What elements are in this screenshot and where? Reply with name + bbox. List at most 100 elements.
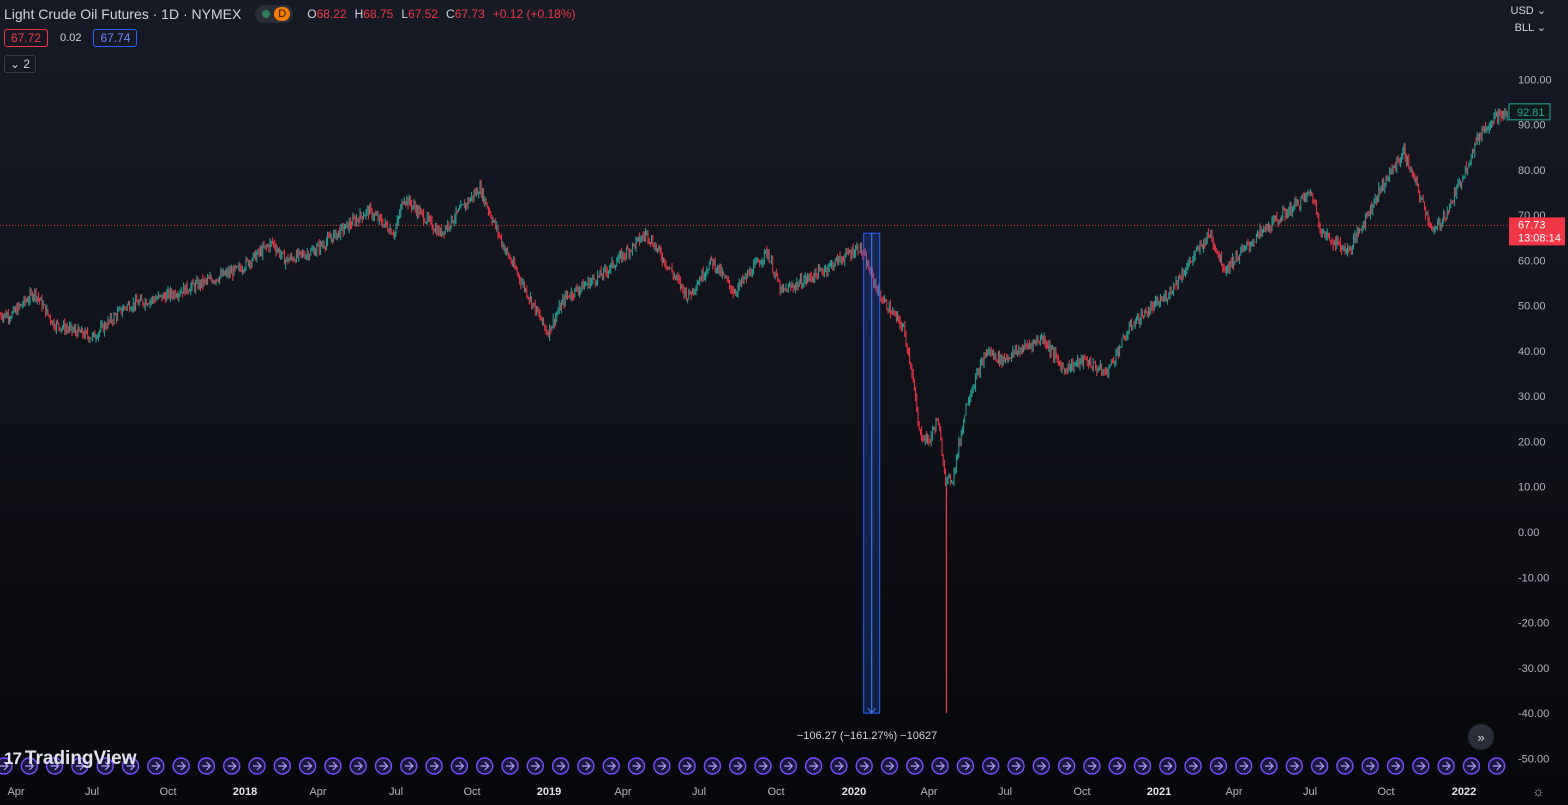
x-tick-label: Oct xyxy=(767,786,784,798)
forward-arrow-icon xyxy=(809,761,819,771)
event-marker[interactable] xyxy=(931,757,949,775)
y-tick-label: -30.00 xyxy=(1518,663,1549,675)
symbol-title[interactable]: Light Crude Oil Futures · 1D · NYMEX xyxy=(4,6,242,22)
indicators-collapse-button[interactable]: ⌄ 2 xyxy=(4,55,37,73)
event-marker[interactable] xyxy=(1361,757,1379,775)
currency-selector[interactable]: USD ⌄ xyxy=(1510,5,1547,17)
event-marker[interactable] xyxy=(1310,757,1329,775)
event-marker[interactable] xyxy=(551,757,570,775)
event-marker[interactable] xyxy=(1108,757,1126,775)
event-marker[interactable] xyxy=(1234,757,1253,775)
event-marker[interactable] xyxy=(729,757,747,775)
event-marker[interactable] xyxy=(400,757,418,775)
forward-arrow-icon xyxy=(328,761,338,771)
event-marker[interactable] xyxy=(1412,757,1430,775)
x-tick-label: Jul xyxy=(389,786,403,798)
event-marker[interactable] xyxy=(273,757,291,775)
event-marker[interactable] xyxy=(653,757,671,775)
forward-arrow-icon xyxy=(1416,761,1426,771)
chart-settings-button[interactable]: ☼ xyxy=(1532,783,1545,799)
x-tick-label: Oct xyxy=(1377,786,1394,798)
event-marker[interactable] xyxy=(1209,757,1228,775)
event-marker[interactable] xyxy=(248,757,266,775)
event-marker[interactable] xyxy=(1083,757,1101,775)
event-marker[interactable] xyxy=(45,757,64,775)
event-marker[interactable] xyxy=(754,757,772,775)
event-marker[interactable] xyxy=(703,757,722,775)
y-tick-label: 10.00 xyxy=(1518,482,1546,494)
event-marker[interactable] xyxy=(324,757,342,775)
event-marker[interactable] xyxy=(804,757,823,775)
event-marker[interactable] xyxy=(349,757,367,775)
event-marker[interactable] xyxy=(627,757,646,775)
sell-price-button[interactable]: 67.72 xyxy=(4,29,49,47)
event-marker[interactable] xyxy=(1462,757,1481,775)
event-marker[interactable] xyxy=(20,757,38,775)
event-marker[interactable] xyxy=(501,757,519,775)
event-marker[interactable] xyxy=(450,757,469,775)
event-marker[interactable] xyxy=(222,757,241,775)
forward-arrow-icon xyxy=(1163,761,1173,771)
event-marker[interactable] xyxy=(1184,757,1202,775)
forward-arrow-icon xyxy=(1290,761,1300,771)
event-marker[interactable] xyxy=(1159,757,1177,775)
y-tick-label: 80.00 xyxy=(1518,165,1546,177)
bid-ask-row: 67.72 0.02 67.74 xyxy=(4,29,138,47)
measure-tool[interactable]: −106.27 (−161.27%) −10627 xyxy=(797,232,937,742)
event-marker[interactable] xyxy=(121,757,140,775)
event-marker[interactable] xyxy=(476,757,494,775)
event-marker[interactable] xyxy=(678,757,696,775)
last-price-label: 67.73 xyxy=(1518,219,1546,231)
event-marker[interactable] xyxy=(855,757,873,775)
event-marker[interactable] xyxy=(298,757,317,775)
event-marker[interactable] xyxy=(71,757,89,775)
y-tick-label: -50.00 xyxy=(1518,753,1549,765)
ohlc-key: C xyxy=(446,7,455,21)
event-marker[interactable] xyxy=(1007,757,1025,775)
event-marker[interactable] xyxy=(956,757,975,775)
forward-arrow-icon xyxy=(936,761,945,771)
forward-arrow-icon xyxy=(151,761,161,771)
event-marker[interactable] xyxy=(880,757,899,775)
forward-arrow-icon xyxy=(101,761,111,771)
event-marker[interactable] xyxy=(374,757,393,775)
forward-arrow-icon xyxy=(683,761,692,771)
event-marker[interactable] xyxy=(1057,757,1076,775)
x-tick-label: Oct xyxy=(159,786,176,798)
unit-selector[interactable]: BLL ⌄ xyxy=(1514,22,1546,34)
event-marker[interactable] xyxy=(96,757,114,775)
ohlc-key: O xyxy=(307,7,317,21)
forward-arrow-icon xyxy=(556,761,566,771)
event-marker[interactable] xyxy=(1336,757,1354,775)
event-marker[interactable] xyxy=(1487,757,1506,775)
event-marker[interactable] xyxy=(1260,757,1278,775)
event-marker[interactable] xyxy=(1133,757,1152,775)
event-marker[interactable] xyxy=(526,757,544,775)
event-marker[interactable] xyxy=(1437,757,1455,775)
event-marker[interactable] xyxy=(1386,757,1405,775)
x-tick-label: Jul xyxy=(692,786,706,798)
event-marker[interactable] xyxy=(982,757,1000,775)
scroll-to-realtime-button[interactable]: » xyxy=(1468,724,1494,750)
buy-price-button[interactable]: 67.74 xyxy=(93,29,138,47)
event-marker[interactable] xyxy=(1032,757,1051,775)
event-marker[interactable] xyxy=(1285,757,1304,775)
event-marker[interactable] xyxy=(172,757,190,775)
logo-text: TradingView xyxy=(24,748,137,769)
event-marker[interactable] xyxy=(425,757,443,775)
tradingview-logo[interactable]: 17 TradingView xyxy=(4,748,137,770)
event-marker[interactable] xyxy=(197,757,216,775)
ohlc-value: 68.75 xyxy=(363,7,394,21)
event-marker[interactable] xyxy=(830,757,848,775)
forward-arrow-icon xyxy=(50,761,60,771)
event-marker[interactable] xyxy=(779,757,797,775)
event-marker[interactable] xyxy=(906,757,924,775)
market-status[interactable]: D xyxy=(255,5,294,23)
event-marker[interactable] xyxy=(0,757,13,775)
event-marker[interactable] xyxy=(577,757,595,775)
forward-arrow-icon xyxy=(581,761,591,771)
event-marker[interactable] xyxy=(602,757,620,775)
event-marker[interactable] xyxy=(147,757,165,775)
